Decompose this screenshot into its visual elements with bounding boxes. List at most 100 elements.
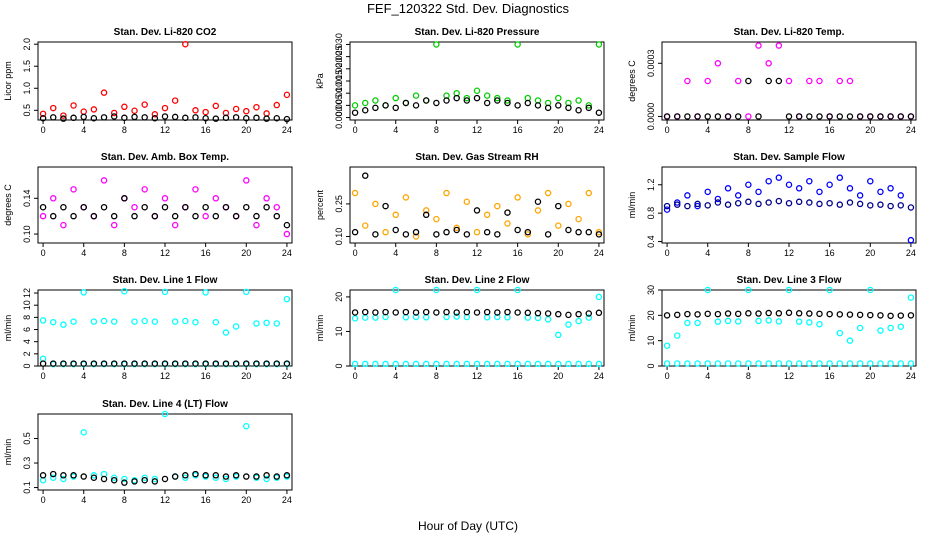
point	[575, 317, 582, 325]
x-tick-label: 4	[393, 248, 398, 258]
point	[887, 360, 894, 367]
point	[232, 323, 240, 330]
plot-frame	[661, 289, 917, 367]
point	[232, 114, 240, 121]
point	[673, 199, 681, 206]
point	[684, 113, 691, 120]
point	[392, 309, 399, 316]
point	[795, 310, 803, 317]
y-tick-label: 0.5	[22, 432, 32, 445]
point	[524, 99, 532, 107]
point	[897, 192, 905, 199]
point	[372, 200, 379, 208]
point	[473, 228, 481, 236]
point	[351, 360, 359, 368]
point	[745, 77, 752, 85]
point	[755, 360, 762, 367]
point	[182, 203, 189, 211]
point	[60, 115, 67, 122]
point	[714, 195, 722, 203]
y-tick-label: 0.025	[334, 45, 344, 68]
point	[473, 286, 481, 294]
point	[714, 310, 722, 318]
point	[253, 221, 260, 229]
point	[463, 94, 471, 102]
point	[704, 77, 711, 85]
point	[663, 342, 671, 349]
point	[80, 360, 87, 367]
point	[372, 309, 379, 316]
point	[826, 113, 833, 120]
point	[212, 474, 220, 481]
point	[151, 478, 159, 485]
point	[263, 110, 270, 117]
point	[867, 286, 874, 294]
point	[816, 360, 823, 367]
point	[70, 472, 77, 479]
point	[826, 360, 833, 367]
point	[60, 203, 67, 211]
x-tick-label: 16	[201, 125, 211, 135]
point	[714, 113, 722, 120]
point	[412, 309, 420, 316]
point	[192, 107, 199, 114]
point	[877, 188, 884, 196]
point	[734, 77, 742, 85]
point	[60, 360, 67, 367]
point	[673, 311, 681, 319]
x-tick-label: 8	[122, 248, 127, 258]
point	[80, 289, 87, 296]
point	[494, 97, 501, 104]
x-tick-label: 8	[434, 125, 439, 135]
point	[243, 288, 250, 296]
x-tick-label: 20	[553, 248, 563, 258]
panel: Stan. Dev. Li-820 Pressure kPa 0 4 8 12 16 20 24…	[315, 27, 605, 135]
point	[351, 102, 359, 109]
point	[504, 99, 511, 107]
point	[765, 177, 772, 185]
point	[765, 60, 772, 67]
point	[49, 474, 57, 481]
y-tick-label: 0	[646, 363, 656, 368]
point	[785, 181, 793, 189]
point	[755, 200, 762, 208]
point	[877, 113, 884, 120]
point	[595, 109, 603, 116]
point	[273, 101, 281, 109]
point	[131, 107, 138, 114]
x-tick-label: 24	[594, 371, 604, 381]
point	[243, 114, 250, 122]
point	[504, 220, 511, 227]
point	[49, 104, 57, 112]
point	[70, 186, 77, 193]
point	[856, 324, 864, 332]
point	[382, 102, 389, 109]
x-tick-label: 4	[81, 125, 86, 135]
point	[785, 286, 793, 294]
point	[263, 115, 270, 122]
point	[585, 360, 593, 368]
point	[392, 226, 399, 234]
point	[775, 310, 783, 317]
point	[755, 310, 762, 317]
point	[49, 470, 57, 478]
point	[775, 42, 783, 49]
point	[351, 109, 359, 116]
point	[453, 226, 460, 234]
point	[826, 310, 833, 318]
y-tick-label: 0.010	[334, 82, 344, 105]
point	[775, 77, 783, 85]
point	[734, 192, 742, 199]
point	[907, 294, 915, 301]
panel: Stan. Dev. Line 2 Flow ml/min 0 4 8 12 16 20 24 0…	[315, 275, 605, 381]
x-axis-label: Hour of Day (UTC)	[418, 519, 518, 533]
point	[504, 209, 511, 216]
point	[222, 114, 230, 122]
point	[60, 112, 67, 119]
point	[785, 77, 793, 85]
point	[100, 177, 108, 184]
point	[131, 360, 138, 367]
point	[765, 77, 772, 85]
point	[222, 360, 230, 367]
point	[182, 317, 189, 325]
